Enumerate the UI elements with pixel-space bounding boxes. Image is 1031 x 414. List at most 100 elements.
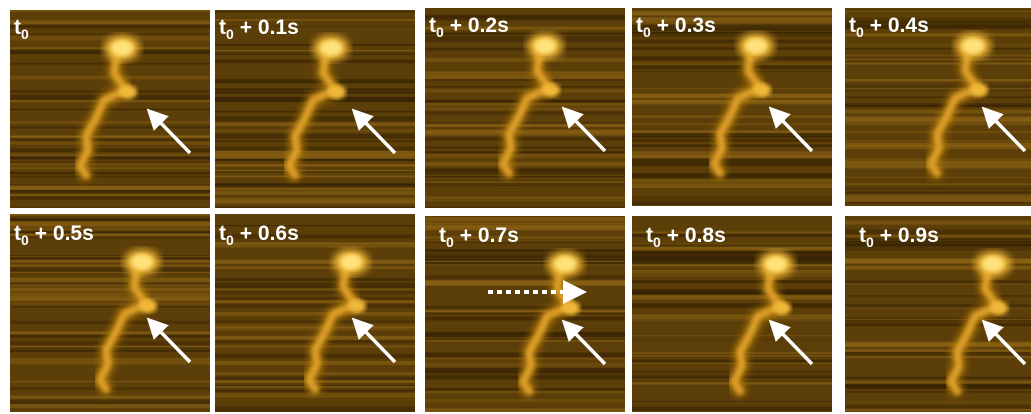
scan-streak: [425, 217, 625, 221]
time-variable: t: [14, 16, 21, 39]
scan-streak: [425, 317, 625, 321]
scan-streak: [845, 349, 1031, 352]
time-variable: t: [219, 16, 226, 39]
scan-streak: [632, 265, 832, 267]
scan-streak: [845, 409, 1031, 410]
time-subscript: 0: [226, 26, 234, 42]
scan-streak: [632, 159, 832, 162]
scan-streak: [215, 88, 415, 91]
scan-streak: [632, 40, 832, 44]
scan-streak: [10, 167, 210, 168]
scan-streak: [632, 155, 832, 158]
scan-streak: [215, 305, 415, 306]
scan-streak: [10, 256, 210, 257]
scan-streak: [632, 314, 832, 319]
scan-streak: [845, 183, 1031, 185]
scan-streak: [10, 189, 210, 193]
blob: [982, 256, 1004, 272]
time-variable: t: [439, 224, 446, 247]
scan-streak: [215, 207, 415, 211]
time-subscript: 0: [643, 24, 651, 40]
scan-streak: [10, 25, 210, 28]
scan-streak: [632, 133, 832, 138]
frame-sequence: t0t0+ 0.1st0+ 0.2st0+ 0.3st0+ 0.4st0+ 0.…: [0, 0, 1031, 414]
scan-streak: [425, 226, 625, 228]
scan-streak: [215, 245, 415, 247]
scan-streak: [632, 319, 832, 321]
scan-streak: [215, 278, 415, 281]
scan-streak: [632, 62, 832, 65]
scan-streak: [10, 381, 210, 382]
scan-streak: [845, 96, 1031, 98]
scan-streak: [632, 47, 832, 50]
blob: [111, 40, 133, 56]
scan-streak: [845, 87, 1031, 89]
scan-streak: [425, 153, 625, 157]
scan-streak: [10, 172, 210, 174]
time-subscript: 0: [226, 232, 234, 248]
scan-streak: [215, 122, 415, 126]
scan-streak: [425, 39, 625, 42]
time-offset: + 0.1s: [240, 16, 299, 39]
scan-streak: [845, 319, 1031, 320]
scan-streak: [632, 179, 832, 184]
scan-streak: [10, 267, 210, 271]
scan-streak: [845, 324, 1031, 326]
time-offset: + 0.6s: [240, 222, 299, 245]
time-subscript: 0: [856, 24, 864, 40]
scan-streak: [215, 159, 415, 161]
joint: [562, 301, 580, 315]
scan-streak: [845, 81, 1031, 84]
time-offset: + 0.8s: [667, 224, 726, 247]
time-variable: t: [636, 14, 643, 37]
scan-streak: [215, 312, 415, 316]
scan-streak: [845, 85, 1031, 86]
time-subscript: 0: [446, 234, 454, 250]
scan-streak: [215, 60, 415, 63]
joint: [753, 83, 771, 97]
scan-streak: [10, 126, 210, 128]
scan-streak: [845, 45, 1031, 46]
time-variable: t: [429, 14, 436, 37]
scan-streak: [632, 280, 832, 283]
scan-streak: [425, 122, 625, 124]
scan-streak: [425, 58, 625, 62]
scan-streak: [10, 148, 210, 152]
scan-streak: [632, 243, 832, 247]
scan-streak: [10, 176, 210, 178]
scan-streak: [425, 275, 625, 279]
scan-streak: [425, 264, 625, 265]
scan-streak: [425, 86, 625, 89]
time-offset: + 0.2s: [450, 14, 509, 37]
scan-streak: [10, 214, 210, 215]
scan-streak: [845, 380, 1031, 384]
scan-streak: [425, 339, 625, 341]
scan-streak: [845, 323, 1031, 324]
scan-streak: [10, 321, 210, 324]
scan-streak: [632, 56, 832, 60]
scan-streak: [632, 401, 832, 402]
scan-streak: [215, 408, 415, 410]
scan-streak: [632, 258, 832, 260]
blob: [554, 256, 576, 272]
scan-streak: [215, 147, 415, 151]
scan-streak: [632, 203, 832, 205]
scan-streak: [632, 88, 832, 89]
blob: [320, 40, 342, 56]
scan-streak: [10, 186, 210, 188]
scan-streak: [845, 402, 1031, 403]
scan-streak: [215, 406, 415, 409]
scan-streak: [632, 162, 832, 166]
scan-streak: [845, 352, 1031, 357]
scan-streak: [845, 295, 1031, 296]
time-subscript: 0: [866, 234, 874, 250]
scan-streak: [10, 402, 210, 404]
scan-streak: [10, 20, 210, 24]
scan-streak: [10, 33, 210, 34]
scan-streak: [632, 71, 832, 72]
joint: [773, 301, 791, 315]
frame: [845, 8, 1031, 206]
scan-streak: [425, 239, 625, 240]
scan-streak: [10, 156, 210, 160]
scan-streak: [425, 207, 625, 211]
